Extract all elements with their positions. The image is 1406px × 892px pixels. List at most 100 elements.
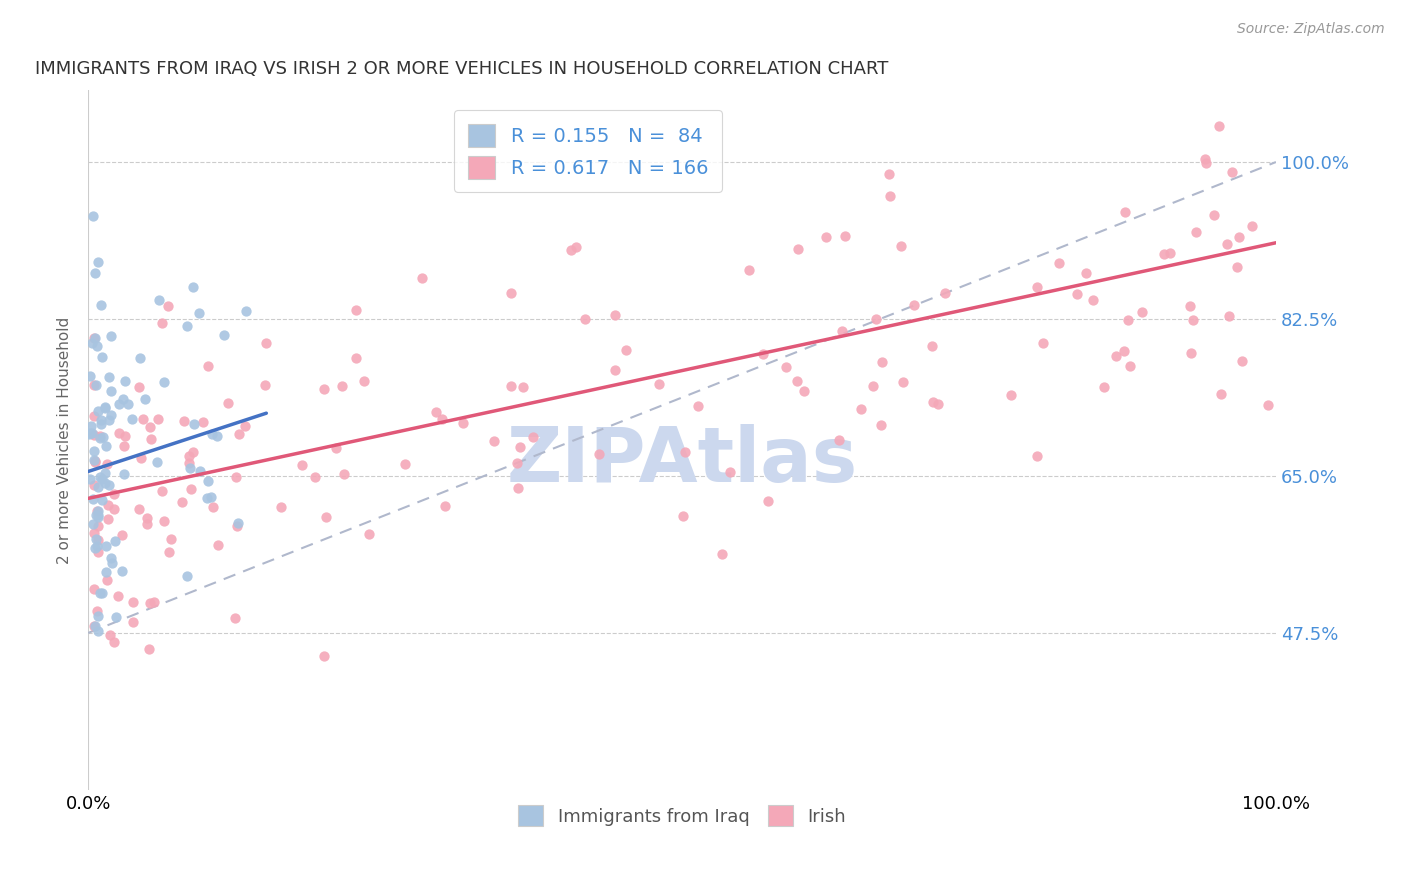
Point	[188, 464, 211, 478]
Point	[934, 286, 956, 301]
Point	[86, 519, 108, 533]
Point	[170, 495, 193, 509]
Point	[1119, 359, 1142, 374]
Point	[86, 339, 108, 353]
Point	[1181, 313, 1204, 327]
Point	[94, 539, 117, 553]
Point	[865, 312, 887, 326]
Point	[86, 540, 108, 554]
Point	[814, 230, 837, 244]
Point	[114, 374, 136, 388]
Point	[112, 467, 135, 481]
Point	[152, 375, 174, 389]
Point	[1204, 208, 1226, 222]
Point	[177, 449, 200, 463]
Point	[235, 303, 257, 318]
Point	[128, 501, 150, 516]
Point	[100, 408, 122, 422]
Point	[344, 351, 367, 365]
Point	[325, 441, 347, 455]
Point	[176, 318, 198, 333]
Point	[139, 596, 162, 610]
Point	[87, 504, 110, 518]
Point	[179, 461, 201, 475]
Point	[870, 354, 893, 368]
Point	[890, 239, 912, 253]
Point	[1208, 119, 1230, 133]
Point	[315, 509, 337, 524]
Point	[114, 429, 136, 443]
Point	[1194, 152, 1216, 166]
Point	[509, 440, 531, 454]
Point	[89, 586, 111, 600]
Point	[879, 189, 901, 203]
Point	[332, 467, 354, 481]
Point	[83, 331, 105, 345]
Point	[83, 330, 105, 344]
Point	[87, 545, 110, 559]
Point	[152, 316, 174, 330]
Point	[97, 512, 120, 526]
Point	[921, 339, 943, 353]
Point	[207, 538, 229, 552]
Point	[90, 472, 112, 486]
Point	[141, 432, 163, 446]
Point	[181, 445, 204, 459]
Point	[128, 380, 150, 394]
Point	[434, 499, 457, 513]
Point	[160, 532, 183, 546]
Point	[686, 399, 709, 413]
Point	[1000, 388, 1022, 402]
Point	[522, 430, 544, 444]
Point	[103, 635, 125, 649]
Point	[150, 484, 173, 499]
Point	[101, 556, 124, 570]
Point	[117, 397, 139, 411]
Point	[786, 242, 808, 256]
Point	[91, 492, 114, 507]
Point	[86, 624, 108, 638]
Point	[83, 478, 105, 492]
Point	[83, 541, 105, 555]
Point	[157, 544, 180, 558]
Point	[1026, 449, 1049, 463]
Point	[96, 457, 118, 471]
Point	[1076, 266, 1098, 280]
Point	[129, 450, 152, 465]
Point	[254, 336, 277, 351]
Point	[93, 400, 115, 414]
Point	[903, 298, 925, 312]
Point	[100, 550, 122, 565]
Point	[157, 299, 180, 313]
Point	[84, 378, 107, 392]
Point	[82, 209, 104, 223]
Point	[112, 439, 135, 453]
Point	[499, 286, 522, 301]
Point	[173, 414, 195, 428]
Point	[1132, 305, 1154, 319]
Point	[134, 392, 156, 407]
Point	[225, 470, 247, 484]
Point	[921, 395, 943, 409]
Point	[394, 457, 416, 471]
Point	[91, 586, 114, 600]
Point	[83, 582, 105, 596]
Point	[84, 619, 107, 633]
Point	[425, 405, 447, 419]
Point	[94, 401, 117, 416]
Point	[673, 444, 696, 458]
Point	[91, 430, 114, 444]
Point	[927, 397, 949, 411]
Point	[1114, 204, 1136, 219]
Point	[87, 508, 110, 522]
Point	[353, 375, 375, 389]
Point	[100, 329, 122, 343]
Point	[1112, 343, 1135, 358]
Point	[104, 533, 127, 548]
Point	[200, 490, 222, 504]
Point	[756, 494, 779, 508]
Point	[90, 417, 112, 431]
Point	[588, 447, 610, 461]
Point	[131, 412, 153, 426]
Point	[138, 642, 160, 657]
